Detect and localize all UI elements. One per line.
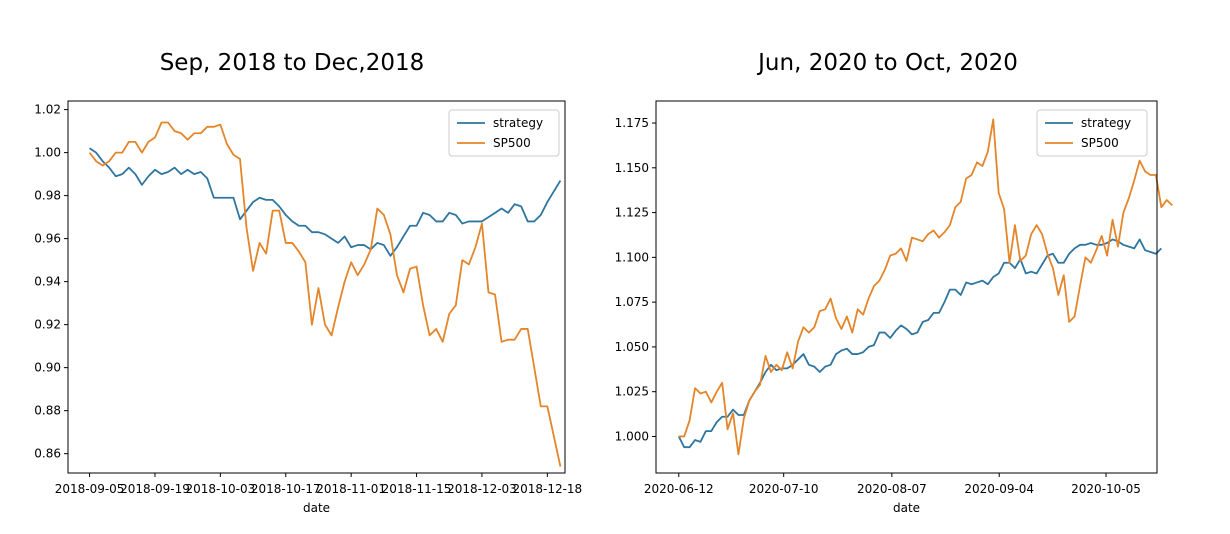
plot-frame xyxy=(67,100,566,474)
legend: strategy SP500 xyxy=(448,109,560,157)
y-tick-label: 1.025 xyxy=(615,385,649,399)
x-tick-label: 2018-09-19 xyxy=(120,482,190,496)
y-tick-label: 0.92 xyxy=(34,318,61,332)
x-tick-label: 2018-11-15 xyxy=(382,482,452,496)
x-tick-label: 2018-12-03 xyxy=(447,482,517,496)
x-tick-label: 2018-09-05 xyxy=(55,482,125,496)
x-tick-label: 2018-12-18 xyxy=(512,482,582,496)
y-tick-label: 1.000 xyxy=(615,429,649,443)
y-tick-label: 1.00 xyxy=(34,146,61,160)
x-axis-label: date xyxy=(303,501,330,515)
legend-label-sp500: SP500 xyxy=(1081,136,1119,150)
y-tick-label: 1.02 xyxy=(34,103,61,117)
series-line-sp500 xyxy=(88,121,562,467)
legend-box xyxy=(1036,109,1148,157)
x-tick-label: 2020-07-10 xyxy=(749,482,819,496)
x-tick-label: 2020-10-05 xyxy=(1071,482,1141,496)
x-tick-label: 2020-08-07 xyxy=(857,482,927,496)
chart-title-left: Sep, 2018 to Dec,2018 xyxy=(159,50,425,76)
chart-title-right: Jun, 2020 to Oct, 2020 xyxy=(758,50,1018,76)
series-line-strategy xyxy=(89,147,562,257)
y-tick-label: 0.96 xyxy=(34,232,61,246)
y-tick-label: 0.94 xyxy=(34,275,61,289)
legend-label-strategy: strategy xyxy=(493,116,543,130)
x-tick-label: 2020-06-12 xyxy=(644,482,714,496)
x-tick-label: 2018-10-03 xyxy=(185,482,255,496)
x-tick-label: 2020-09-04 xyxy=(964,482,1034,496)
series-line-sp500 xyxy=(678,118,1173,456)
series-line-strategy xyxy=(677,238,1162,449)
y-tick-label: 1.050 xyxy=(615,340,649,354)
legend-label-strategy: strategy xyxy=(1081,116,1131,130)
x-axis-label: date xyxy=(893,501,920,515)
legend-label-sp500: SP500 xyxy=(493,136,531,150)
x-tick-label: 2018-10-17 xyxy=(251,482,321,496)
y-tick-label: 1.175 xyxy=(615,116,649,130)
y-tick-label: 0.90 xyxy=(34,361,61,375)
y-tick-label: 1.100 xyxy=(615,250,649,264)
y-tick-label: 0.88 xyxy=(34,404,61,418)
legend-box xyxy=(448,109,560,157)
legend: strategy SP500 xyxy=(1036,109,1148,157)
y-tick-label: 1.150 xyxy=(615,161,649,175)
plot-frame xyxy=(655,100,1158,474)
x-tick-label: 2018-11-01 xyxy=(316,482,386,496)
y-tick-label: 0.86 xyxy=(34,447,61,461)
y-tick-label: 1.125 xyxy=(615,206,649,220)
y-tick-label: 0.98 xyxy=(34,189,61,203)
y-tick-label: 1.075 xyxy=(615,295,649,309)
